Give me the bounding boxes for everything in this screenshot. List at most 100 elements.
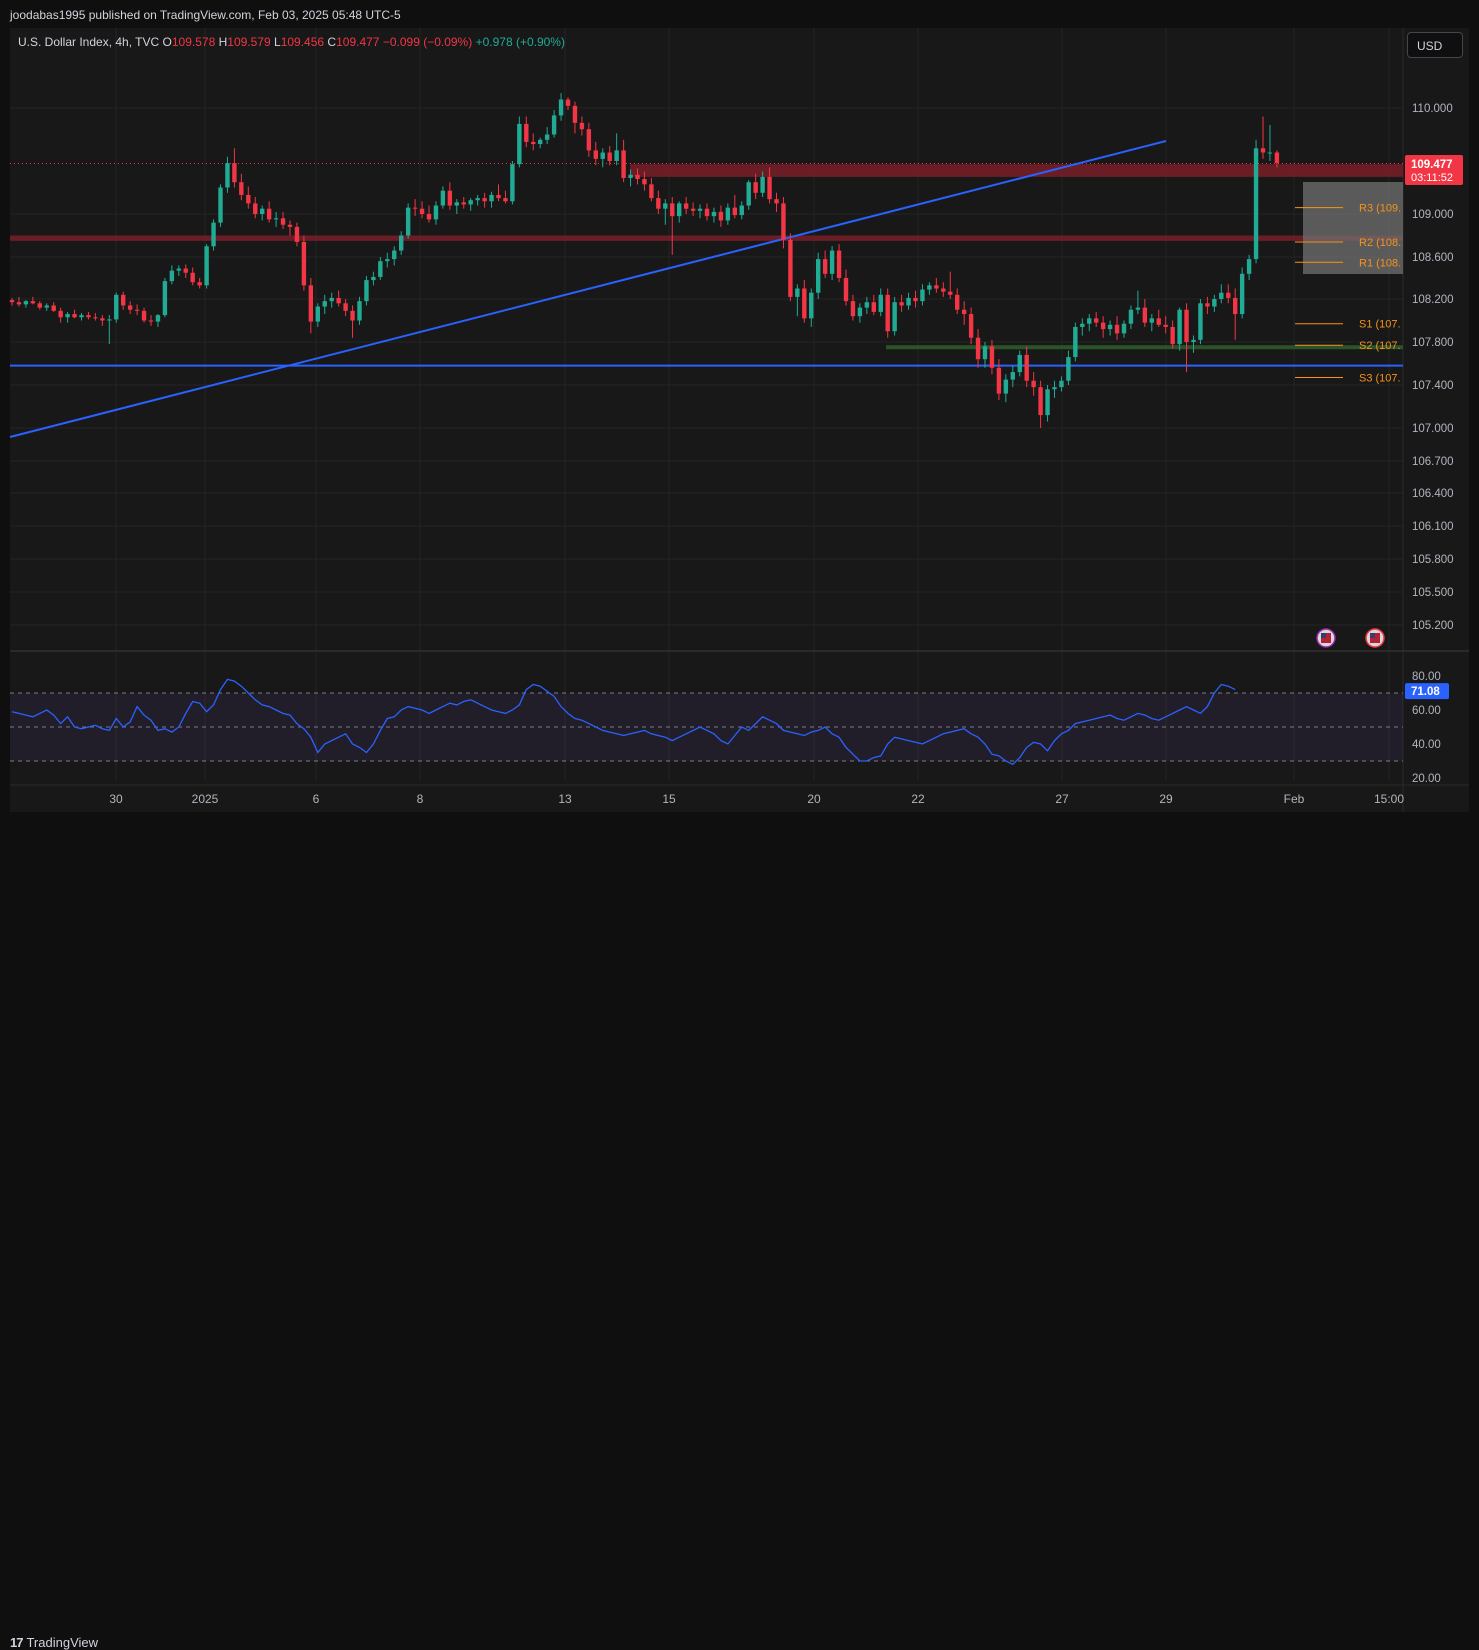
candle bbox=[544, 127, 550, 145]
candle bbox=[802, 280, 807, 323]
currency-button[interactable]: USD bbox=[1407, 32, 1463, 58]
candle-body bbox=[1267, 152, 1273, 154]
candle-body bbox=[1198, 303, 1203, 340]
candle bbox=[649, 177, 654, 202]
candle bbox=[864, 296, 870, 315]
rsi-value: 71.08 bbox=[1411, 686, 1440, 698]
candle bbox=[1219, 284, 1224, 304]
candle-body bbox=[93, 317, 98, 319]
pivot-label-0: R3 (109. bbox=[1359, 203, 1401, 215]
candle-body bbox=[114, 294, 119, 320]
price-tick-label: 105.500 bbox=[1412, 587, 1454, 599]
candle bbox=[287, 220, 293, 236]
price-tick-label: 107.800 bbox=[1412, 337, 1454, 349]
candle-body bbox=[802, 288, 807, 319]
last-price-value: 109.477 bbox=[1411, 159, 1453, 171]
candle-body bbox=[809, 292, 814, 319]
candle-body bbox=[795, 288, 800, 297]
pivot-label-4: S2 (107. bbox=[1359, 340, 1401, 352]
candle bbox=[239, 173, 244, 201]
candle-body bbox=[72, 314, 77, 318]
candle-body bbox=[913, 297, 918, 302]
candle-body bbox=[371, 276, 376, 281]
candle-body bbox=[1073, 326, 1078, 358]
candle bbox=[732, 194, 737, 219]
candle bbox=[1212, 294, 1217, 312]
candle-body bbox=[774, 199, 779, 204]
candle-body bbox=[1128, 309, 1134, 324]
price-chart[interactable]: R3 (109. R2 (108. R1 (108. S1 (107. S2 (107.… bbox=[0, 0, 1479, 849]
candle-body bbox=[183, 268, 188, 273]
candle-body bbox=[482, 198, 487, 202]
candle bbox=[1233, 288, 1238, 340]
tradingview-logo[interactable]: 17 TradingView bbox=[10, 1635, 98, 1650]
candle-body bbox=[725, 207, 731, 221]
candle bbox=[1184, 303, 1189, 373]
candle-body bbox=[204, 246, 209, 286]
candle bbox=[1128, 305, 1134, 330]
candle bbox=[190, 267, 195, 286]
candle bbox=[934, 278, 939, 293]
candle bbox=[44, 303, 49, 311]
candle bbox=[816, 252, 821, 299]
candle-body bbox=[1233, 297, 1238, 315]
candle bbox=[371, 271, 376, 286]
price-tick-label: 107.400 bbox=[1412, 380, 1454, 392]
candle-body bbox=[155, 315, 161, 322]
candle bbox=[593, 141, 598, 166]
candle bbox=[746, 180, 751, 210]
price-tick-label: 105.200 bbox=[1412, 620, 1454, 632]
candle bbox=[718, 205, 724, 227]
candle bbox=[607, 146, 612, 166]
candle-body bbox=[948, 291, 953, 295]
candle-body bbox=[65, 314, 70, 318]
candle-body bbox=[294, 226, 300, 242]
candle bbox=[336, 290, 341, 307]
candle bbox=[948, 271, 953, 299]
candle-body bbox=[225, 163, 230, 188]
candle-body bbox=[58, 310, 63, 318]
zone-support bbox=[886, 345, 1403, 350]
candle bbox=[107, 315, 112, 345]
candle bbox=[941, 282, 946, 297]
candle bbox=[329, 292, 334, 308]
us-flag-icon-canton bbox=[1370, 633, 1375, 638]
candle bbox=[378, 257, 383, 281]
candle bbox=[1052, 380, 1057, 398]
candle bbox=[1114, 316, 1120, 340]
candle bbox=[454, 199, 459, 214]
candle bbox=[148, 315, 154, 326]
time-tick-label: 22 bbox=[911, 792, 925, 806]
footer-bar: 17 TradingView bbox=[0, 812, 1479, 1650]
price-tick-label: 108.200 bbox=[1412, 294, 1454, 306]
candle bbox=[426, 205, 432, 223]
low-value: 109.456 bbox=[280, 35, 325, 49]
candle-body bbox=[572, 105, 578, 123]
candle bbox=[447, 182, 453, 210]
candle-body bbox=[232, 163, 237, 183]
price-tick-label: 110.000 bbox=[1412, 103, 1453, 115]
candle-body bbox=[9, 300, 15, 303]
candle-body bbox=[1024, 354, 1029, 381]
candle-body bbox=[266, 208, 272, 220]
chart-area[interactable] bbox=[10, 28, 1469, 812]
candle-body bbox=[121, 294, 126, 306]
candle bbox=[489, 191, 494, 208]
candle bbox=[1017, 350, 1022, 377]
candle bbox=[246, 186, 251, 209]
candle-body bbox=[614, 150, 619, 161]
candle-body bbox=[593, 150, 598, 159]
candle-body bbox=[1246, 259, 1252, 274]
candle bbox=[774, 192, 779, 212]
candle-body bbox=[30, 301, 36, 304]
candle bbox=[1073, 322, 1078, 362]
candle-body bbox=[857, 307, 863, 317]
candle-body bbox=[301, 241, 307, 286]
candle bbox=[58, 307, 63, 323]
candle-body bbox=[197, 282, 202, 286]
candle-body bbox=[683, 203, 689, 209]
candle bbox=[72, 309, 77, 319]
candle bbox=[1274, 150, 1280, 168]
candle-body bbox=[1121, 323, 1127, 334]
time-tick-label: 13 bbox=[558, 792, 572, 806]
